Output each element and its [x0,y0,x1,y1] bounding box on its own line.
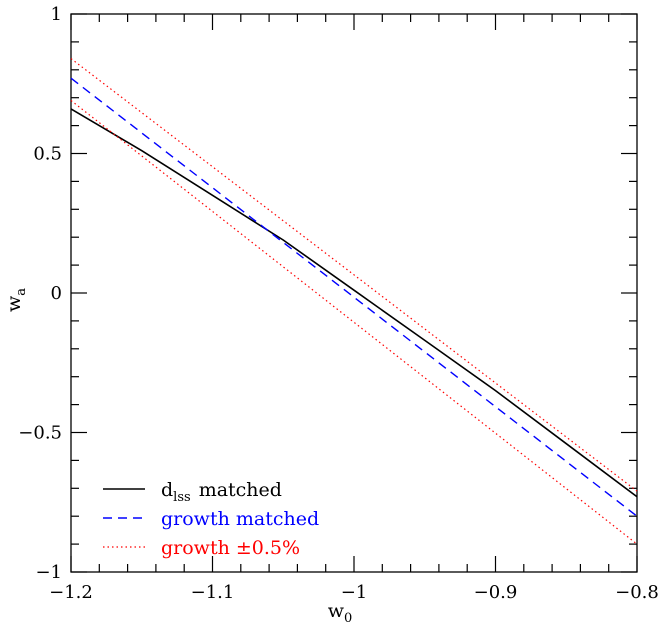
x-tick-label: −0.9 [474,582,518,603]
y-tick-label: −1 [35,562,62,583]
series-growth-lower [70,100,638,545]
x-tick-label: −0.8 [615,582,659,603]
series-growth-matched [70,77,638,517]
y-axis-label: wa [3,288,29,312]
series-dlss-matched [70,108,638,498]
axis-ticks [70,13,638,573]
legend-label-growth-band: growth ±0.5% [161,537,300,559]
x-axis-label: w0 [328,600,353,626]
legend: dlss matched growth matched growth ±0.5% [103,479,319,559]
legend-label-dlss-matched: dlss matched [161,479,282,505]
x-tick-label: −1.1 [191,582,235,603]
y-tick-label: 0 [51,283,62,304]
y-tick-label: −0.5 [18,423,62,444]
y-tick-label: 0.5 [33,144,62,165]
y-tick-label: 1 [51,4,62,25]
series-growth-upper [70,58,638,492]
plot-frame [70,13,638,573]
tick-labels: −1.2 −1.1 −1 −0.9 −0.8 −1 −0.5 0 0.5 1 [18,4,659,603]
legend-label-growth-matched: growth matched [161,508,319,530]
x-tick-label: −1 [341,582,368,603]
series-layer [70,58,638,545]
x-tick-label: −1.2 [49,582,93,603]
